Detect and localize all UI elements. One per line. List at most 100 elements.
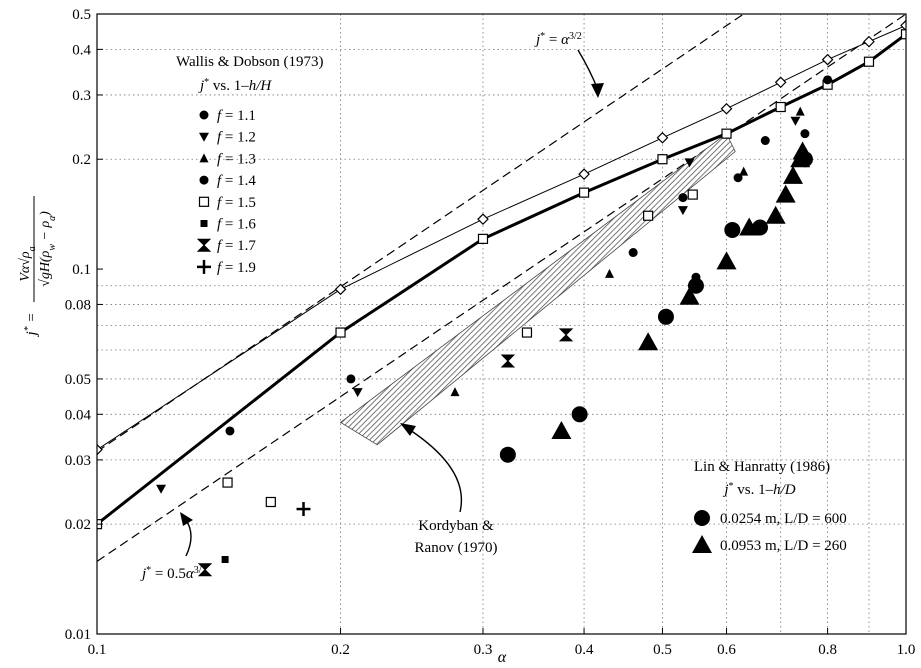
x-axis-label: α (498, 649, 507, 666)
square-curve-point (335, 327, 346, 338)
wallis-title: Wallis & Dobson (1973) (176, 54, 324, 70)
arrow-kordyban (400, 423, 463, 513)
data-point (800, 129, 810, 139)
y-tick-label: 0.05 (65, 372, 91, 388)
y-tick-label: 0.01 (65, 627, 91, 643)
data-point (678, 193, 688, 203)
svg-text:j* =: j* = (23, 312, 41, 337)
x-tick-label: 0.6 (717, 642, 736, 658)
x-tick-label: 1.0 (897, 642, 916, 658)
data-point (684, 158, 695, 168)
data-point (716, 251, 737, 270)
wallis-subtitle: j* vs. 1–h/H (198, 77, 272, 95)
x-tick-label: 0.8 (818, 642, 837, 658)
legend-marker (199, 110, 209, 120)
legend-label: f = 1.2 (217, 130, 256, 146)
square-curve-point (657, 154, 668, 165)
square-curve-point (721, 128, 732, 139)
legend-marker (199, 132, 209, 142)
data-point (638, 332, 659, 351)
x-tick-label: 0.5 (653, 642, 672, 658)
svg-text:Vα√ρa: Vα√ρa (18, 246, 38, 281)
legend-label: f = 1.4 (217, 173, 256, 189)
square-curve-point (477, 233, 489, 244)
legend-marker (199, 175, 209, 185)
legend-label: f = 1.3 (217, 151, 256, 167)
diamond-curve-point (821, 53, 834, 66)
y-tick-label: 0.04 (65, 407, 92, 423)
square-curve-point (775, 101, 786, 113)
data-point (604, 268, 614, 278)
data-point (679, 286, 700, 305)
data-point (296, 502, 311, 517)
data-point (687, 189, 698, 200)
annotations: Wallis & Dobson (1973) j* vs. 1–h/H f = … (140, 31, 847, 583)
legend-marker (199, 153, 209, 163)
legend-label: f = 1.5 (217, 195, 256, 211)
data-point (225, 426, 235, 436)
data-point (450, 387, 460, 397)
data-point (687, 277, 704, 294)
legend-label: f = 1.1 (217, 108, 256, 124)
axis-ticks: 0.1 0.2 0.3 0.4 0.5 0.6 0.8 1.0 0.01 0.02 0.03 0.04… (65, 7, 916, 658)
data-point (657, 308, 674, 325)
data-point (500, 354, 516, 368)
diamond-curve-point (97, 443, 103, 456)
lin-title: Lin & Hanratty (1986) (694, 459, 830, 475)
data-point (346, 374, 356, 384)
y-tick-label: 0.1 (72, 262, 91, 278)
diamond-curve-point (656, 131, 669, 144)
square-curve-point (900, 29, 906, 40)
legend-marker (196, 238, 212, 252)
data-point (571, 406, 588, 423)
legend-lin-hanratty: 0.0254 m, L/D = 600 0.0953 m, L/D = 260 (692, 510, 847, 554)
data-point (677, 206, 688, 216)
data-point (724, 221, 741, 238)
arrow-half-alpha32 (180, 512, 193, 557)
diamond-curve-point (774, 76, 787, 89)
data-point (783, 165, 804, 184)
lin-subtitle: j* vs. 1–h/D (722, 481, 795, 499)
diamond-curve-point (477, 213, 489, 226)
data-point (352, 388, 363, 398)
y-tick-label: 0.5 (72, 7, 91, 23)
data-point (775, 184, 796, 203)
ref-line (97, 14, 906, 562)
data-point (221, 556, 229, 564)
legend-marker (198, 196, 210, 207)
square-curve-point (863, 56, 875, 67)
data-point (739, 166, 749, 176)
y-tick-label: 0.03 (65, 453, 91, 469)
diamond-curve-line (97, 25, 906, 451)
data-point (222, 477, 233, 488)
x-tick-label: 0.4 (575, 642, 594, 658)
y-tick-label: 0.3 (72, 88, 91, 104)
data-point (790, 116, 801, 126)
data-point (156, 484, 167, 494)
square-curve-point (578, 187, 590, 198)
data-point (628, 248, 638, 258)
diamond-curve-point (334, 283, 347, 296)
data-point (733, 173, 743, 183)
diamond-curve-point (578, 168, 590, 181)
diamond-curve-point (900, 19, 906, 32)
y-tick-label: 0.02 (65, 517, 91, 533)
legend-label: f = 1.7 (217, 238, 256, 254)
y-tick-label: 0.2 (72, 152, 91, 168)
y-tick-label: 0.4 (72, 42, 91, 58)
legend-f: f = 1.1 f = 1.2 f = 1.3 f = 1.4 f = 1.5 f = 1… (196, 108, 256, 276)
data-point (197, 563, 213, 577)
data-point (739, 217, 760, 236)
diamond-curve-point (720, 102, 733, 115)
line-label-alpha32: j* = α3/2 (534, 31, 582, 49)
arrow-alpha32 (577, 49, 604, 98)
kordyban-label-2: Ranov (1970) (415, 540, 498, 556)
square-curve-line (97, 33, 906, 526)
data-point (823, 75, 833, 85)
legend-marker (692, 535, 712, 553)
y-axis-label: j* = Vα√ρa √gH(ρw − ρa) (18, 196, 58, 338)
plot-area (97, 14, 906, 562)
kordyban-label-1: Kordyban & (418, 518, 494, 534)
x-tick-label: 0.3 (474, 642, 493, 658)
